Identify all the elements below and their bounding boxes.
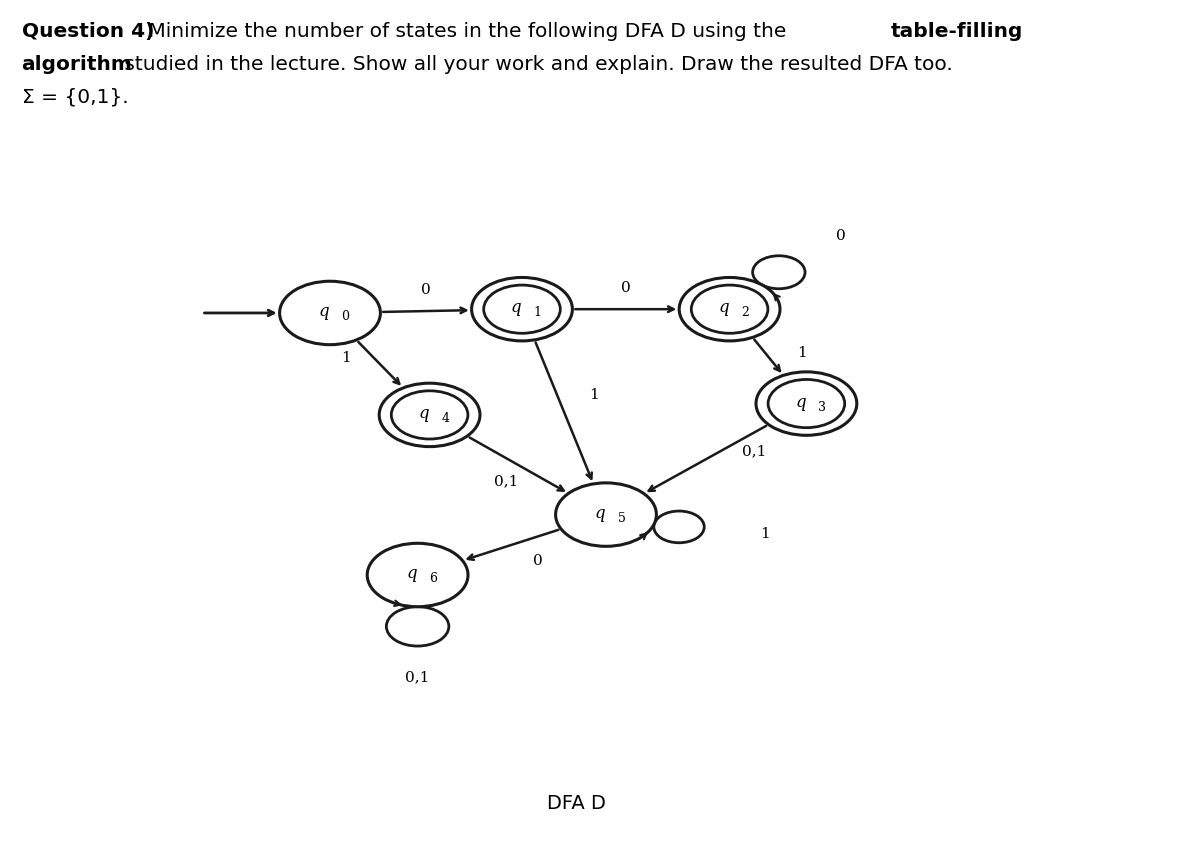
- Text: DFA D: DFA D: [546, 794, 606, 813]
- Circle shape: [556, 483, 656, 546]
- Circle shape: [756, 372, 857, 435]
- Text: 2: 2: [742, 306, 749, 319]
- Text: Σ = {0,1}.: Σ = {0,1}.: [22, 88, 128, 107]
- Text: q: q: [319, 303, 329, 320]
- Text: 1: 1: [341, 351, 352, 365]
- Text: table-filling: table-filling: [890, 22, 1022, 41]
- Text: 5: 5: [618, 512, 625, 525]
- Text: q: q: [796, 393, 805, 411]
- Text: 0: 0: [533, 555, 544, 569]
- Circle shape: [679, 278, 780, 341]
- Text: 0: 0: [836, 229, 846, 243]
- Text: 0,1: 0,1: [742, 444, 767, 458]
- Text: 0: 0: [342, 310, 349, 323]
- Circle shape: [379, 383, 480, 447]
- Text: algorithm: algorithm: [22, 55, 132, 74]
- Text: 6: 6: [430, 572, 437, 585]
- Circle shape: [367, 543, 468, 607]
- Text: q: q: [719, 299, 728, 316]
- Text: Question 4): Question 4): [22, 22, 154, 41]
- Circle shape: [472, 278, 572, 341]
- Text: 0: 0: [421, 283, 431, 297]
- Text: 0: 0: [620, 281, 631, 295]
- Text: q: q: [511, 299, 521, 316]
- Text: 4: 4: [442, 412, 449, 425]
- Circle shape: [280, 281, 380, 345]
- Text: studied in the lecture. Show all your work and explain. Draw the resulted DFA to: studied in the lecture. Show all your wo…: [118, 55, 953, 74]
- Text: 3: 3: [818, 401, 826, 414]
- Text: 1: 1: [589, 388, 599, 402]
- Text: q: q: [419, 404, 428, 422]
- Text: 0,1: 0,1: [493, 474, 518, 489]
- Text: Minimize the number of states in the following DFA D using the: Minimize the number of states in the fol…: [142, 22, 792, 41]
- Text: q: q: [407, 565, 416, 582]
- Text: q: q: [595, 504, 605, 522]
- Text: 1: 1: [797, 345, 806, 359]
- Text: 0,1: 0,1: [406, 671, 430, 685]
- Text: 1: 1: [534, 306, 541, 319]
- Text: 1: 1: [761, 528, 770, 542]
